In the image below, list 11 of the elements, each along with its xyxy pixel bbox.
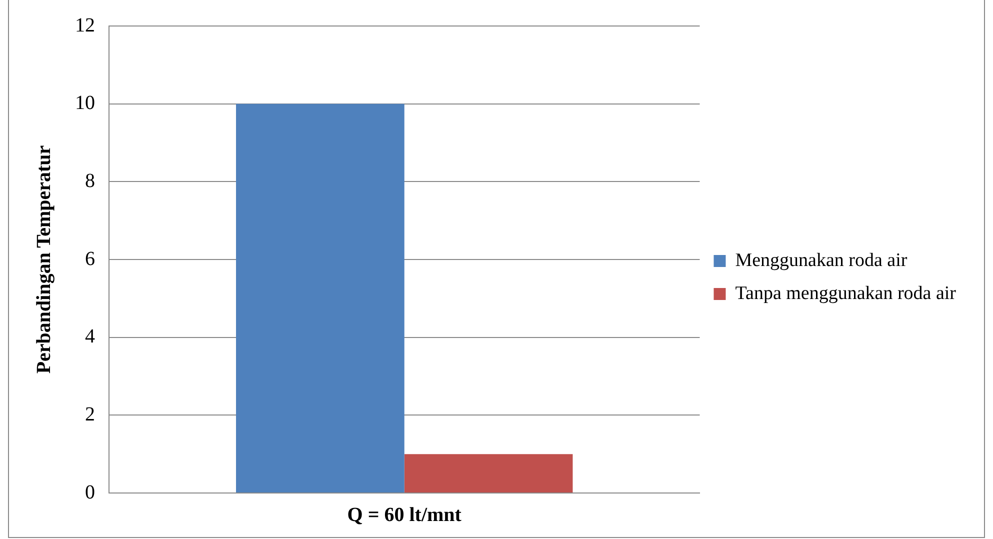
y-tick-label: 10: [75, 92, 95, 114]
y-tick-label: 6: [85, 248, 95, 270]
y-axis-title: Perbandingan Temperatur: [33, 145, 56, 374]
x-tick-label: Q = 60 lt/mnt: [347, 504, 462, 526]
legend-label: Tanpa menggunakan roda air: [735, 282, 957, 304]
y-tick-label: 8: [85, 170, 95, 192]
y-tick-label: 12: [75, 14, 95, 36]
y-tick-label: 0: [85, 481, 95, 504]
y-tick-label: 2: [85, 403, 95, 426]
legend-label: Menggunakan roda air: [735, 250, 908, 271]
y-tick-label: 4: [85, 326, 95, 348]
